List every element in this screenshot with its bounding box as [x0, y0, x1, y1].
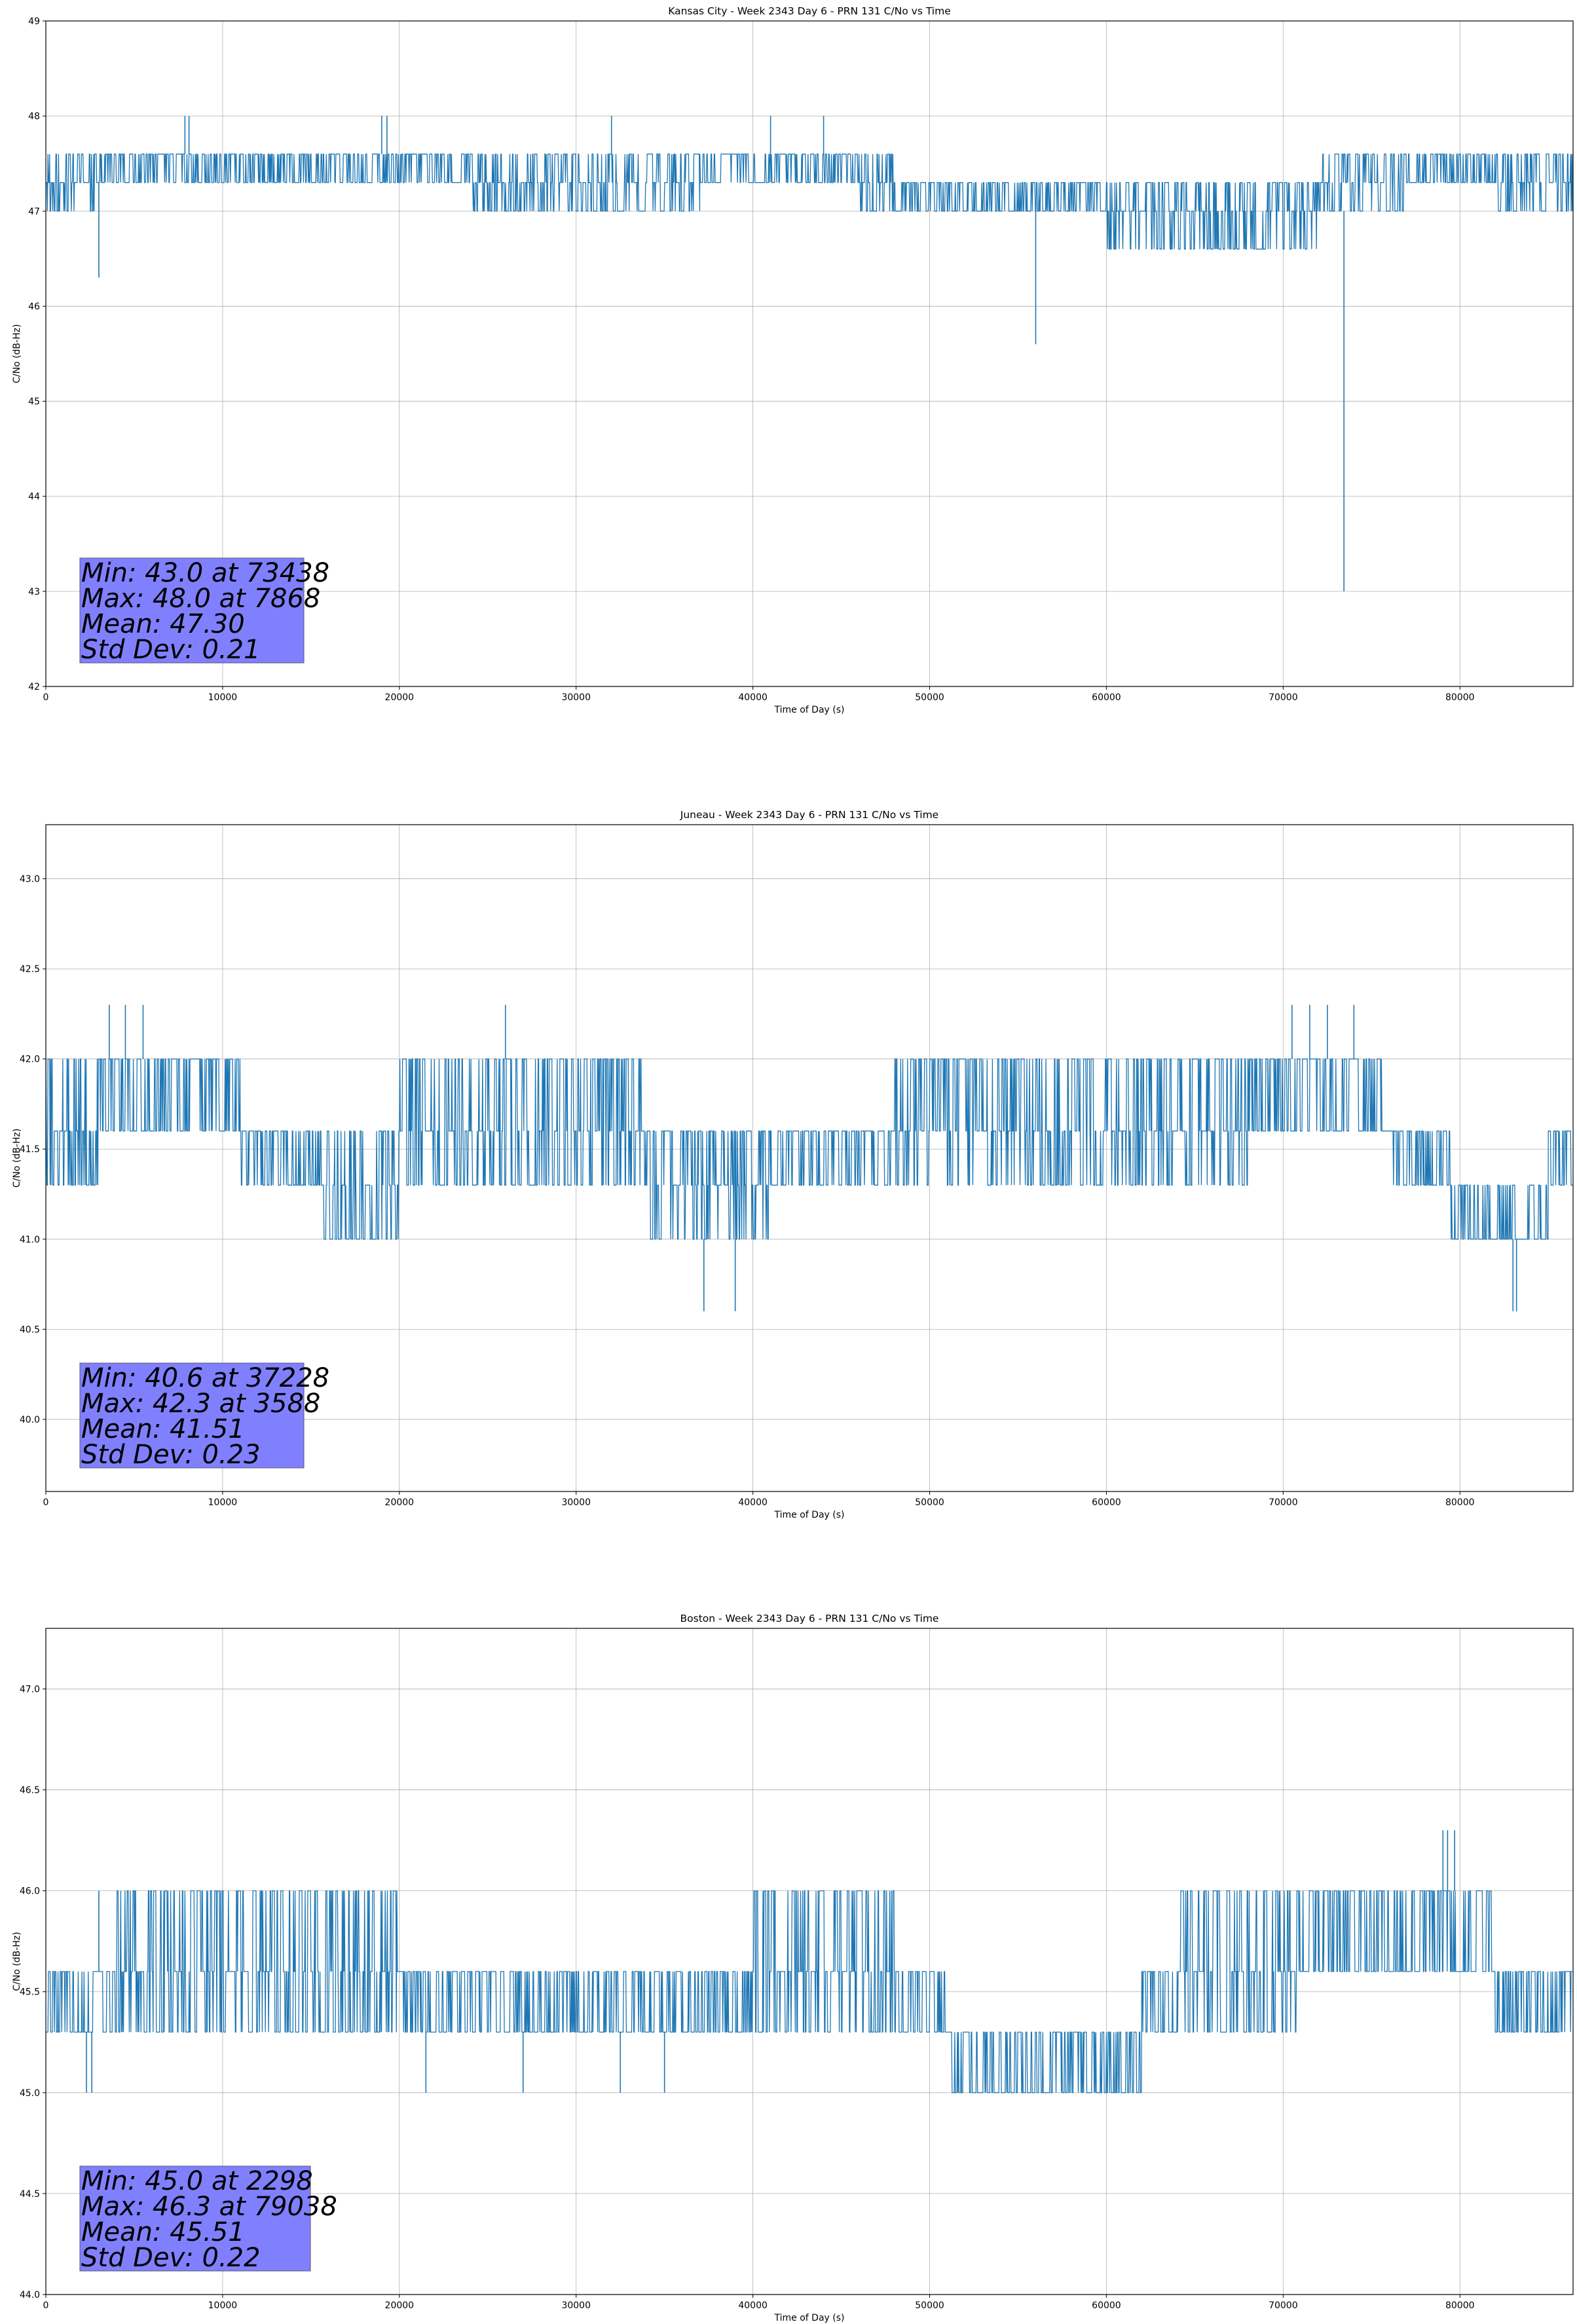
panel-kansas-city: 0 10000 20000 30000 40000 50000 60000 70000 8000… — [12, 5, 1574, 715]
y-tick-label: 45.0 — [20, 2088, 40, 2099]
stats-box: Min: 45.0 at 2298 Max: 46.3 at 79038 Mea… — [79, 2165, 337, 2273]
panel-title: Juneau - Week 2343 Day 6 - PRN 131 C/No … — [680, 809, 938, 821]
y-tick-label: 46.0 — [20, 1886, 40, 1897]
x-tick-label: 60000 — [1092, 1497, 1121, 1508]
y-tick-label: 41.5 — [20, 1144, 40, 1155]
y-tick-label: 44.5 — [20, 2189, 40, 2200]
x-tick-label: 80000 — [1445, 692, 1475, 703]
y-tick-label: 40.0 — [20, 1415, 40, 1425]
x-tick-label: 80000 — [1445, 1497, 1475, 1508]
x-tick-label: 60000 — [1092, 692, 1121, 703]
x-tick-label: 70000 — [1269, 1497, 1298, 1508]
x-tick-label: 60000 — [1092, 2300, 1121, 2311]
panel-title: Boston - Week 2343 Day 6 - PRN 131 C/No … — [680, 1613, 939, 1624]
stats-mean: Mean: 41.51 — [81, 1414, 245, 1444]
y-tick-label: 44.0 — [20, 2290, 40, 2300]
y-axis-label: C/No (dB-Hz) — [12, 324, 22, 383]
stats-max: Max: 48.0 at 7868 — [81, 584, 320, 614]
x-tick-label: 30000 — [561, 2300, 591, 2311]
stats-box: Min: 40.6 at 37228 Max: 42.3 at 3588 Mea… — [79, 1362, 329, 1470]
y-tick-label: 48 — [28, 111, 40, 122]
y-tick-label: 49 — [28, 16, 40, 27]
y-tick-label: 42.5 — [20, 964, 40, 975]
x-axis-label: Time of Day (s) — [774, 705, 845, 715]
stats-box: Min: 43.0 at 73438 Max: 48.0 at 7868 Mea… — [79, 557, 329, 665]
y-tick-label: 46.5 — [20, 1786, 40, 1796]
y-tick-label: 46 — [28, 301, 40, 312]
y-tick-label: 45 — [28, 397, 40, 407]
stats-max: Max: 46.3 at 79038 — [81, 2192, 337, 2222]
x-tick-label: 30000 — [561, 1497, 591, 1508]
axes-frame — [45, 20, 1574, 687]
x-tick-label: 0 — [43, 2300, 49, 2311]
y-axis-label: C/No (dB-Hz) — [12, 1932, 22, 1991]
axes-frame — [45, 1628, 1574, 2295]
x-tick-label: 70000 — [1269, 692, 1298, 703]
x-tick-label: 10000 — [208, 1497, 238, 1508]
x-axis-label: Time of Day (s) — [774, 2313, 845, 2323]
x-tick-label: 30000 — [561, 692, 591, 703]
x-tick-label: 20000 — [385, 1497, 415, 1508]
axes-frame — [45, 824, 1574, 1492]
x-tick-label: 50000 — [915, 692, 944, 703]
stats-std-dev: Std Dev: 0.23 — [81, 1440, 261, 1470]
stats-min: Min: 45.0 at 2298 — [81, 2166, 313, 2196]
x-tick-label: 0 — [43, 692, 49, 703]
y-tick-label: 47 — [28, 206, 40, 217]
stats-std-dev: Std Dev: 0.21 — [81, 635, 261, 665]
x-tick-label: 50000 — [915, 2300, 944, 2311]
y-tick-label: 45.5 — [20, 1987, 40, 1998]
x-tick-label: 0 — [43, 1497, 49, 1508]
stats-mean: Mean: 45.51 — [81, 2217, 245, 2247]
x-tick-label: 40000 — [738, 692, 768, 703]
y-tick-label: 40.5 — [20, 1324, 40, 1335]
stats-max: Max: 42.3 at 3588 — [81, 1389, 320, 1419]
x-tick-label: 80000 — [1445, 2300, 1475, 2311]
cno-series-line — [45, 1059, 1573, 1240]
y-tick-label: 42.0 — [20, 1055, 40, 1065]
x-tick-label: 10000 — [208, 692, 238, 703]
x-tick-label: 10000 — [208, 2300, 238, 2311]
y-tick-label: 43 — [28, 587, 40, 597]
x-tick-label: 20000 — [385, 692, 415, 703]
panel-juneau: 0 10000 20000 30000 40000 50000 60000 70000 8000… — [12, 809, 1574, 1520]
x-tick-label: 70000 — [1269, 2300, 1298, 2311]
stats-min: Min: 43.0 at 73438 — [81, 558, 329, 588]
y-tick-label: 44 — [28, 492, 40, 502]
x-tick-label: 40000 — [738, 2300, 768, 2311]
x-tick-label: 40000 — [738, 1497, 768, 1508]
stats-min: Min: 40.6 at 37228 — [81, 1363, 329, 1393]
x-tick-label: 20000 — [385, 2300, 415, 2311]
y-tick-label: 42 — [28, 682, 40, 692]
stats-std-dev: Std Dev: 0.22 — [81, 2243, 261, 2273]
cno-series-line — [46, 1890, 1573, 2093]
cno-series-line — [46, 153, 1574, 250]
y-tick-label: 43.0 — [20, 874, 40, 885]
panel-title: Kansas City - Week 2343 Day 6 - PRN 131 … — [668, 5, 951, 17]
y-axis-label: C/No (dB-Hz) — [12, 1129, 22, 1188]
stats-mean: Mean: 47.30 — [81, 609, 245, 639]
panel-boston: 0 10000 20000 30000 40000 50000 60000 70000 8000… — [12, 1613, 1574, 2323]
y-tick-label: 47.0 — [20, 1684, 40, 1695]
x-tick-label: 50000 — [915, 1497, 944, 1508]
x-axis-label: Time of Day (s) — [774, 1510, 845, 1520]
y-tick-label: 41.0 — [20, 1235, 40, 1245]
